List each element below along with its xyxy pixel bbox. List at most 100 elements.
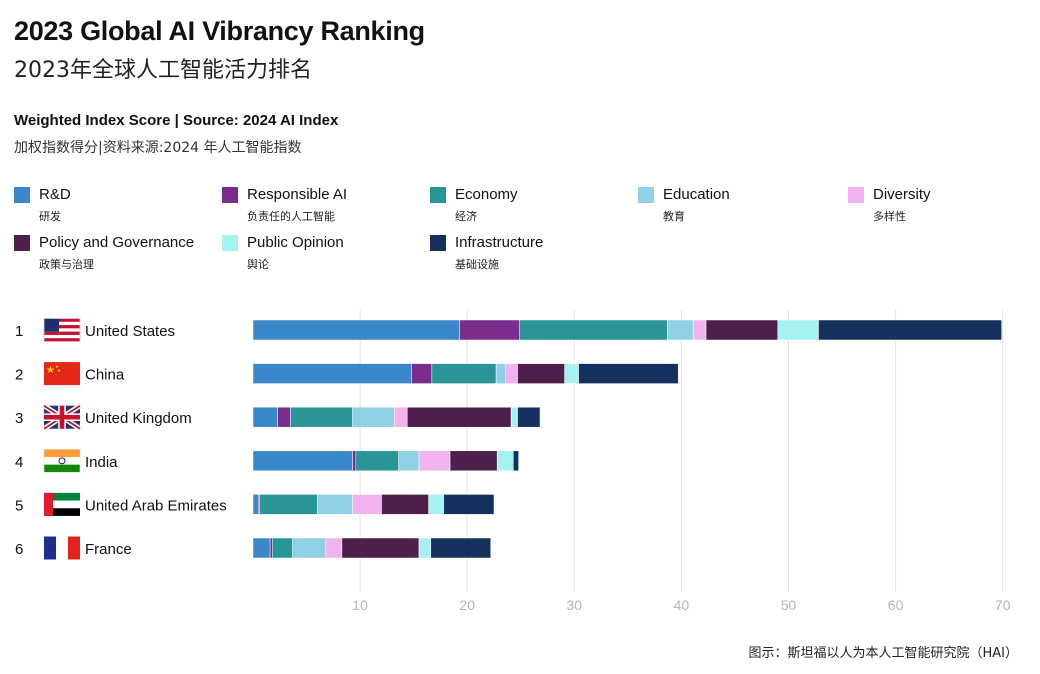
bar-segment [459,319,520,341]
legend-label: Economy [455,186,518,203]
legend-label: Education [663,186,730,203]
bar-segment [277,406,291,428]
x-tick-label: 30 [567,597,583,613]
bar-segment [510,406,518,428]
legend: R&D 研发 Responsible AI 负责任的人工智能 Economy 经… [14,186,1024,276]
legend-label-chinese: 负责任的人工智能 [247,210,335,223]
bar-segment [252,319,460,341]
chart-subtitle-chinese: 加权指数得分|资料来源:2024 年人工智能指数 [14,140,302,156]
svg-text:★: ★ [57,368,61,374]
legend-swatch [638,187,654,203]
france-flag-icon [44,536,80,560]
bar-segment [394,406,408,428]
country-label: United States [85,323,175,340]
legend-label: Public Opinion [247,234,344,251]
bar-segment [352,450,357,472]
bar-segment [341,537,420,559]
bar-segment [411,363,433,384]
rank-label: 1 [15,323,23,340]
chart-title-chinese: 2023年全球人工智能活力排名 [14,58,312,83]
bar-segment [431,363,497,384]
legend-swatch [222,235,238,251]
source-credit: 图示：斯坦福以人为本人工智能研究院（HAI） [748,646,1018,661]
x-tick-label: 20 [459,597,475,613]
rank-label: 6 [15,541,23,558]
bar-segment [564,363,579,384]
bar-segment [252,363,412,384]
uae-flag-icon [44,492,80,516]
bar-segment [692,319,707,341]
legend-label-chinese: 经济 [455,210,477,223]
chart-title: 2023 Global AI Vibrancy Ranking [14,16,425,46]
bar-segment [352,494,382,515]
bar-segment [578,363,679,384]
china-flag-icon: ★ ★★ [44,362,80,386]
bar-segment [495,363,507,384]
uk-flag-icon [42,403,82,431]
x-tick-label: 50 [781,597,797,613]
bar-segment [443,494,495,515]
bar-segment [818,319,1002,341]
legend-swatch [14,187,30,203]
legend-label-chinese: 基础设施 [455,258,499,271]
bar-segment [418,537,432,559]
bar-segment [352,406,395,428]
legend-swatch [14,235,30,251]
bar-segment [325,537,343,559]
legend-label-chinese: 研发 [39,210,61,223]
x-tick-label: 10 [352,597,368,613]
country-label: United Arab Emirates [85,497,227,514]
rank-label: 3 [15,410,23,427]
legend-label-chinese: 多样性 [873,210,906,223]
x-tick-label: 40 [674,597,690,613]
bar-segment [517,363,565,384]
bar-segment [252,494,259,515]
bar-segment [406,406,512,428]
bar-segment [252,406,278,428]
legend-label-chinese: 舆论 [247,258,269,271]
bar-segment [252,537,271,559]
bar-segment [449,450,498,472]
svg-text:★: ★ [55,364,59,370]
legend-swatch [430,235,446,251]
bar-segment [269,537,273,559]
bar-segment [418,450,451,472]
country-label: United Kingdom [85,410,192,427]
legend-label-chinese: 政策与治理 [39,258,94,271]
bar-segment [428,494,444,515]
us-flag-icon [43,318,81,342]
bar-segment [317,494,353,515]
bar-segment [517,406,541,428]
legend-swatch [222,187,238,203]
legend-label: Diversity [873,186,931,203]
legend-label: R&D [39,186,71,203]
legend-label: Infrastructure [455,234,544,251]
stacked-bar-chart: 10 20 30 40 50 60 70 1 United States 2 ★ ★★ China 3 Un… [15,310,1011,613]
bar-segment [355,450,399,472]
bar-segment [496,450,514,472]
legend-swatch [430,187,446,203]
bar-segment [292,537,327,559]
bar-segment [381,494,429,515]
rank-label: 5 [15,497,23,514]
country-label: India [85,454,118,471]
svg-text:★: ★ [46,365,55,376]
rank-label: 2 [15,367,23,384]
bar-segment [259,494,318,515]
x-tick-label: 70 [995,597,1011,613]
bar-segment [667,319,694,341]
legend-label-chinese: 教育 [663,210,685,223]
india-flag-icon [43,449,81,473]
bar-segment [272,537,293,559]
bar-segment [430,537,492,559]
bar-segment [777,319,819,341]
bar-segment [252,450,353,472]
legend-label: Responsible AI [247,186,348,203]
country-label: France [85,541,132,558]
bar-segment [705,319,779,341]
country-label: China [85,367,125,384]
legend-swatch [848,187,864,203]
bar-segment [398,450,420,472]
legend-label: Policy and Governance [39,234,195,251]
rank-label: 4 [15,454,23,471]
